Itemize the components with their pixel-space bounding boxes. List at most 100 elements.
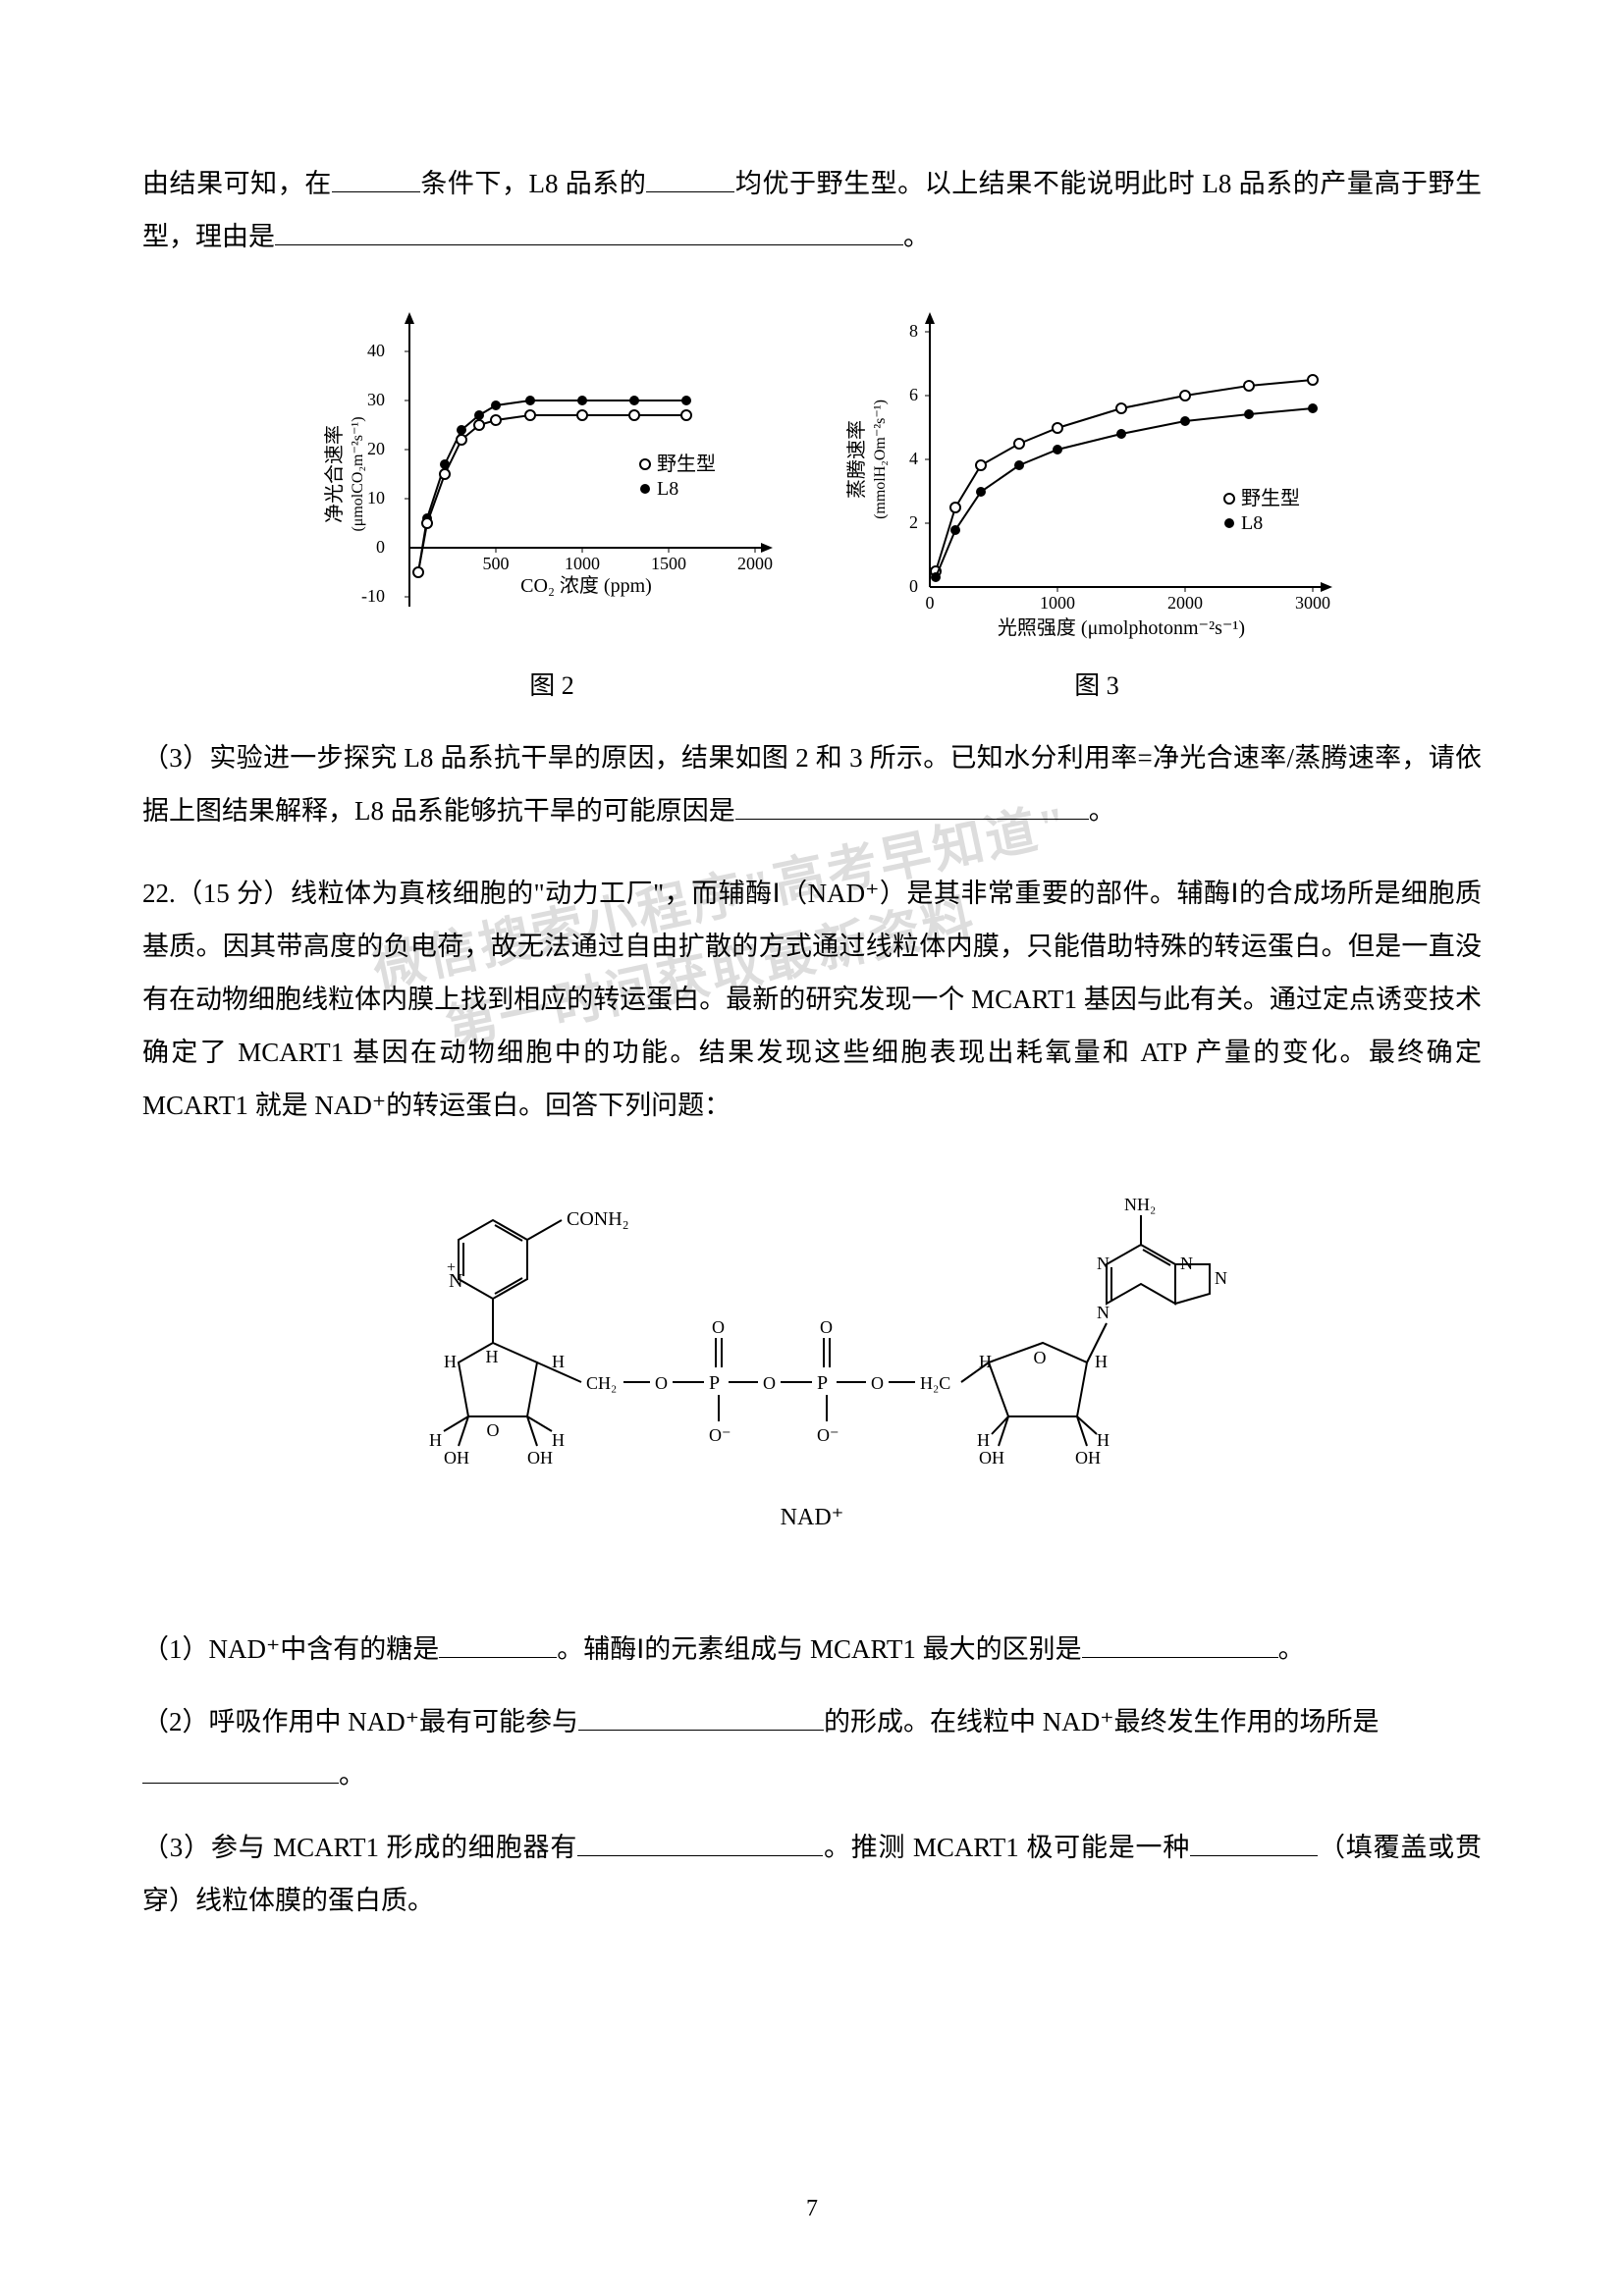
svg-text:H₂C: H₂C [920,1373,950,1393]
svg-text:(mmolH₂Om⁻²s⁻¹): (mmolH₂Om⁻²s⁻¹) [872,400,889,519]
svg-text:L8: L8 [1241,512,1263,534]
svg-text:H: H [429,1430,442,1450]
svg-text:30: 30 [367,390,385,409]
page-content: 由结果可知，在条件下，L8 品系的均优于野生型。以上结果不能说明此时 L8 品系… [142,157,1482,1927]
q22-1-text-2: 。辅酶Ⅰ的元素组成与 MCART1 最大的区别是 [557,1634,1081,1664]
svg-text:1500: 1500 [651,554,686,573]
blank-9 [577,1830,823,1856]
svg-text:2000: 2000 [1167,593,1203,613]
blank-2 [646,166,734,192]
svg-text:2000: 2000 [737,554,773,573]
svg-text:野生型: 野生型 [657,453,716,475]
p1-text-4: 。 [903,222,930,251]
page-number: 7 [806,2196,818,2222]
figure-3-chart: 0 2 4 6 8 0 1000 2000 3000 [841,293,1352,656]
q22-3-text-2: 。推测 MCART1 极可能是一种 [823,1833,1190,1862]
svg-text:OH: OH [444,1448,469,1468]
svg-text:H: H [1095,1352,1108,1371]
svg-text:0: 0 [926,593,935,613]
svg-text:N: N [1097,1254,1110,1273]
figure-2-chart: -10 0 10 20 30 40 500 1000 [321,293,783,656]
svg-text:0: 0 [909,576,918,596]
figure-2-label: 图 2 [529,666,574,702]
svg-text:O⁻: O⁻ [709,1425,731,1445]
svg-text:20: 20 [367,439,385,458]
svg-text:H: H [977,1430,990,1450]
svg-text:(μmolCO₂m⁻²s⁻¹): (μmolCO₂m⁻²s⁻¹) [350,416,366,531]
q22-1-text-3: 。 [1278,1634,1305,1664]
svg-text:H: H [552,1352,565,1371]
svg-text:NH₂: NH₂ [1124,1195,1156,1214]
svg-text:10: 10 [367,488,385,507]
svg-text:-10: -10 [361,586,385,606]
q22-1-text-1: （1）NAD⁺中含有的糖是 [142,1634,439,1664]
svg-text:O: O [763,1373,776,1393]
svg-text:光照强度 (μmolphotonm⁻²s⁻¹): 光照强度 (μmolphotonm⁻²s⁻¹) [998,616,1245,639]
molecule-label: NAD⁺ [781,1505,844,1530]
figure-3-label: 图 3 [1074,666,1119,702]
svg-text:CONH₂: CONH₂ [567,1208,629,1230]
q22-sub2: （2）呼吸作用中 NAD⁺最有可能参与 的形成。在线粒中 NAD⁺最终发生作用的场… [142,1695,1482,1801]
svg-text:OH: OH [527,1448,553,1468]
blank-8 [142,1757,339,1784]
svg-text:P: P [709,1372,720,1394]
q22-sub3: （3）参与 MCART1 形成的细胞器有。推测 MCART1 极可能是一种（填覆… [142,1821,1482,1927]
svg-text:OH: OH [979,1448,1004,1468]
figure-3-wrapper: 0 2 4 6 8 0 1000 2000 3000 [841,293,1352,702]
svg-text:H: H [486,1347,499,1366]
q22-2-text-1: （2）呼吸作用中 NAD⁺最有可能参与 [142,1707,578,1736]
svg-text:野生型: 野生型 [1241,487,1300,509]
p3-text-2: 。 [1089,796,1115,826]
p1-text-1: 由结果可知，在 [142,169,332,198]
svg-text:6: 6 [909,385,918,404]
svg-text:H: H [444,1352,457,1371]
svg-text:O⁻: O⁻ [817,1425,839,1445]
blank-4 [735,793,1089,820]
svg-text:O: O [487,1420,500,1440]
svg-text:1000: 1000 [1040,593,1075,613]
blank-7 [578,1704,824,1731]
blank-5 [439,1631,557,1658]
svg-text:3000: 3000 [1295,593,1330,613]
svg-text:O: O [712,1317,725,1337]
svg-text:1000: 1000 [565,554,600,573]
q22-sub1: （1）NAD⁺中含有的糖是 。辅酶Ⅰ的元素组成与 MCART1 最大的区别是 。 [142,1623,1482,1676]
molecule-diagram-container: N + CONH₂ H H H OH OH O H H [142,1171,1482,1583]
paragraph-1: 由结果可知，在条件下，L8 品系的均优于野生型。以上结果不能说明此时 L8 品系… [142,157,1482,263]
svg-text:8: 8 [909,321,918,341]
svg-text:净光合速率: 净光合速率 [323,425,346,523]
q22-2-text-2: 的形成。在线粒中 NAD⁺最终发生作用的场所是 [824,1707,1380,1736]
svg-text:O: O [820,1317,833,1337]
svg-text:500: 500 [483,554,510,573]
svg-text:CH₂: CH₂ [586,1373,617,1393]
svg-text:H: H [1097,1430,1110,1450]
svg-text:蒸腾速率: 蒸腾速率 [845,420,868,499]
blank-1 [332,166,420,192]
svg-text:N: N [1215,1268,1227,1288]
blank-6 [1082,1631,1278,1658]
svg-text:OH: OH [1075,1448,1101,1468]
paragraph-3: （3）实验进一步探究 L8 品系抗干旱的原因，结果如图 2 和 3 所示。已知水… [142,731,1482,837]
svg-text:N: N [1097,1303,1110,1322]
svg-text:0: 0 [376,537,385,557]
svg-text:CO₂ 浓度 (ppm): CO₂ 浓度 (ppm) [520,574,652,597]
q22-intro: 22.（15 分）线粒体为真核细胞的"动力工厂"，而辅酶Ⅰ（NAD⁺）是其非常重… [142,867,1482,1132]
svg-text:40: 40 [367,341,385,360]
svg-text:H: H [979,1352,992,1371]
svg-text:2: 2 [909,512,918,532]
blank-3 [275,219,903,245]
figure-2-wrapper: -10 0 10 20 30 40 500 1000 [321,293,783,702]
svg-text:O: O [871,1373,884,1393]
svg-text:4: 4 [909,449,918,468]
svg-text:L8: L8 [657,478,678,500]
svg-text:+: + [447,1259,456,1276]
p1-text-2: 条件下，L8 品系的 [420,169,647,198]
svg-text:H: H [552,1430,565,1450]
svg-text:P: P [817,1372,828,1394]
q22-2-text-3: 。 [339,1760,365,1789]
q22-3-text-1: （3）参与 MCART1 形成的细胞器有 [142,1833,577,1862]
nad-molecule-diagram: N + CONH₂ H H H OH OH O H H [390,1171,1234,1583]
blank-10 [1190,1830,1318,1856]
svg-text:O: O [1034,1348,1047,1367]
charts-row: -10 0 10 20 30 40 500 1000 [191,293,1482,702]
